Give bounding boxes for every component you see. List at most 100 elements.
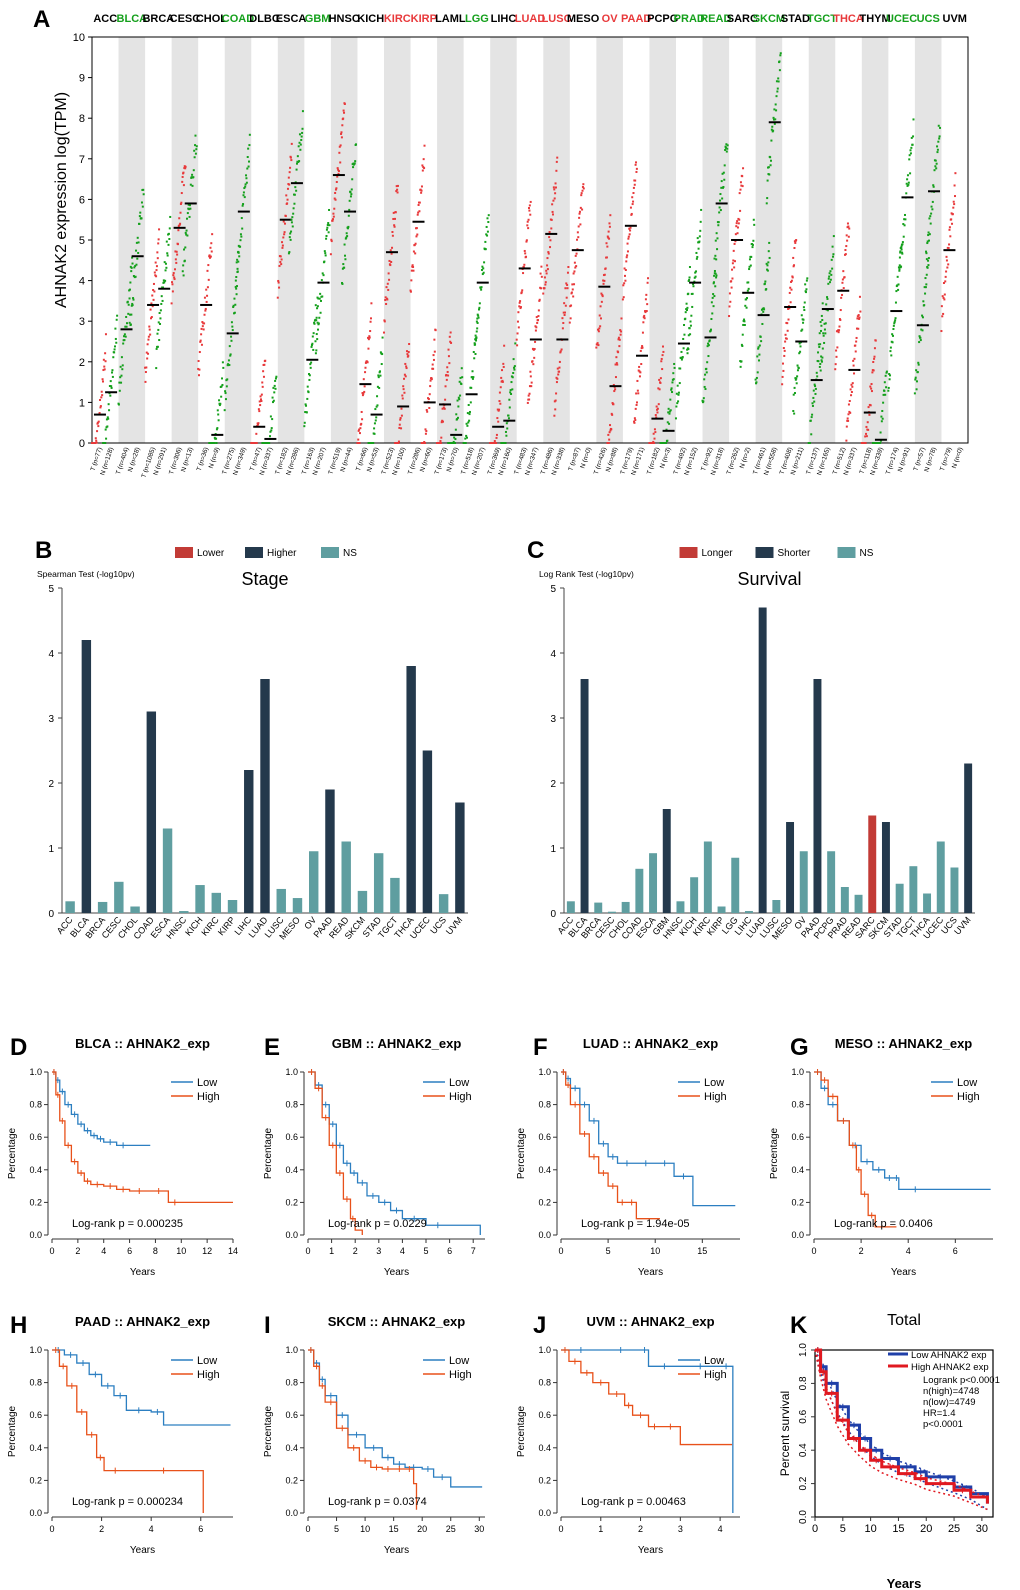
- expression-dot: [819, 320, 822, 323]
- expression-dot: [804, 283, 807, 286]
- expression-dot: [689, 320, 692, 323]
- expression-dot: [495, 442, 498, 444]
- expression-dot: [623, 282, 626, 285]
- expression-dot: [909, 149, 912, 152]
- expression-dot: [544, 283, 547, 286]
- expression-dot: [221, 383, 224, 386]
- expression-dot: [155, 275, 158, 278]
- x-tick-label: KIRC: [199, 914, 221, 937]
- cancer-label: COAD: [222, 13, 254, 25]
- expression-dot: [260, 393, 263, 396]
- expression-dot: [865, 425, 868, 428]
- expression-dot: [615, 362, 618, 365]
- expression-dot: [235, 285, 238, 288]
- column-bg: [118, 37, 146, 443]
- expression-dot: [900, 246, 903, 249]
- expression-dot: [341, 124, 344, 127]
- expression-dot: [635, 161, 638, 164]
- expression-dot: [155, 269, 158, 272]
- expression-dot: [776, 90, 779, 93]
- expression-dot: [842, 270, 845, 273]
- expression-dot: [352, 166, 355, 169]
- log-rank-annotation: Log-rank p = 0.000234: [72, 1496, 183, 1508]
- expression-dot: [164, 262, 167, 265]
- expression-dot: [643, 317, 646, 320]
- expression-dot: [866, 421, 869, 424]
- column-bg: [437, 37, 464, 443]
- expression-dot: [476, 322, 479, 325]
- expression-dot: [101, 380, 104, 383]
- expression-dot: [670, 388, 673, 391]
- plot-frame: [814, 1349, 994, 1518]
- expression-dot: [608, 438, 611, 441]
- expression-dot: [179, 222, 182, 225]
- expression-dot: [407, 354, 410, 357]
- expression-dot: [284, 215, 287, 218]
- expression-dot: [696, 237, 699, 240]
- expression-dot: [785, 337, 788, 340]
- expression-dot: [192, 176, 195, 179]
- expression-dot: [449, 340, 452, 343]
- x-tick-label: 30: [474, 1524, 484, 1534]
- expression-dot: [359, 427, 362, 430]
- expression-dot: [658, 378, 661, 381]
- expression-dot: [460, 367, 463, 370]
- expression-dot: [903, 224, 906, 227]
- expression-dot: [687, 292, 690, 295]
- expression-dot: [608, 225, 611, 228]
- expression-dot: [726, 144, 729, 147]
- expression-dot: [743, 320, 746, 323]
- expression-dot: [323, 250, 326, 253]
- expression-dot: [749, 264, 752, 267]
- expression-dot: [298, 133, 301, 136]
- expression-dot: [334, 198, 337, 201]
- expression-dot: [321, 272, 324, 275]
- expression-dot: [243, 187, 246, 190]
- expression-dot: [202, 328, 205, 331]
- expression-dot: [919, 339, 922, 342]
- expression-dot: [579, 223, 582, 226]
- expression-dot: [627, 237, 630, 240]
- expression-dot: [543, 287, 546, 290]
- expression-dot: [148, 328, 151, 331]
- expression-dot: [559, 350, 562, 353]
- legend-label: Shorter: [778, 548, 811, 559]
- expression-dot: [847, 419, 850, 422]
- expression-dot: [740, 184, 743, 187]
- expression-dot: [656, 407, 659, 410]
- expression-dot: [430, 376, 433, 379]
- expression-dot: [309, 363, 312, 366]
- x-tick-label: 0: [558, 1524, 563, 1534]
- expression-dot: [443, 407, 446, 410]
- expression-dot: [551, 210, 554, 213]
- expression-dot: [874, 339, 877, 342]
- expression-dot: [125, 315, 128, 318]
- expression-dot: [721, 172, 724, 175]
- expression-dot: [104, 352, 107, 355]
- expression-dot: [433, 338, 436, 341]
- survival-curve: [561, 1349, 733, 1446]
- panel-letter: J: [533, 1312, 546, 1339]
- expression-dot: [554, 186, 557, 189]
- y-tick-label: 0.4: [285, 1165, 298, 1175]
- expression-dot: [951, 222, 954, 225]
- expression-dot: [671, 391, 674, 394]
- stat-text: n(high)=4748: [923, 1386, 979, 1397]
- expression-dot: [373, 432, 376, 435]
- expression-dot: [244, 185, 247, 188]
- expression-dot: [528, 204, 531, 207]
- x-tick-label: 15: [892, 1523, 904, 1535]
- expression-dot: [314, 352, 317, 355]
- expression-dot: [168, 238, 171, 241]
- y-axis-label: Log Rank Test (-log10pv): [539, 569, 634, 579]
- expression-dot: [919, 336, 922, 339]
- expression-dot: [895, 290, 898, 293]
- expression-dot: [107, 417, 110, 420]
- cancer-label: LIHC: [491, 13, 517, 25]
- expression-dot: [458, 398, 461, 401]
- expression-dot: [317, 328, 320, 331]
- expression-dot: [737, 222, 740, 225]
- expression-dot: [475, 320, 478, 323]
- bar: [422, 750, 433, 913]
- expression-dot: [392, 217, 395, 220]
